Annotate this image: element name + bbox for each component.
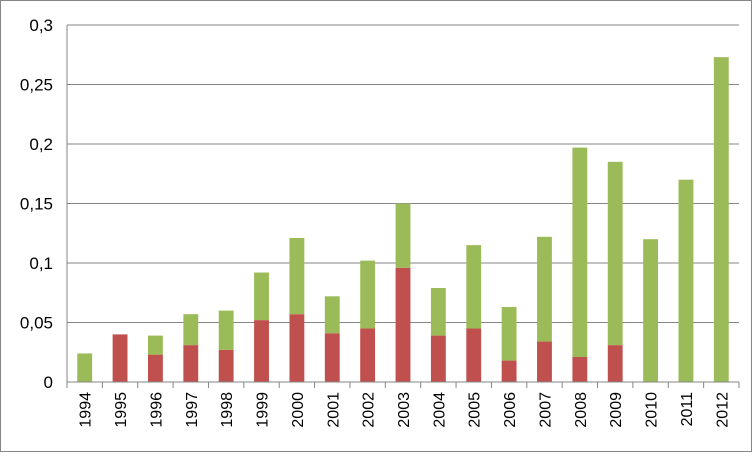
x-tick-label: 2000 bbox=[290, 392, 307, 428]
x-tick-label: 1995 bbox=[113, 392, 130, 428]
bar-segment-green bbox=[466, 245, 482, 329]
bar-segment-red bbox=[466, 328, 482, 382]
bar-segment-red bbox=[430, 335, 446, 382]
x-tick-labels: 1994 1995 1996 1997 1998 1999 2000 2001 2002 2003… bbox=[78, 392, 732, 428]
x-tick-label: 2009 bbox=[608, 392, 625, 428]
bar-segment-red bbox=[289, 314, 305, 382]
y-tick-label: 0,15 bbox=[20, 195, 53, 214]
bar-segment-green bbox=[537, 236, 552, 342]
x-tick-label: 1997 bbox=[184, 392, 201, 428]
y-tick-label: 0,05 bbox=[20, 314, 53, 333]
y-tick-label: 0,25 bbox=[20, 76, 53, 95]
bar-segment-red bbox=[183, 345, 199, 382]
bar-segment-green bbox=[324, 296, 340, 334]
y-tick-label: 0 bbox=[44, 373, 53, 392]
bar-segment-green bbox=[572, 147, 588, 358]
bar-segment-green bbox=[254, 272, 269, 321]
y-tick-label: 0,1 bbox=[29, 254, 53, 273]
x-tick-label: 2008 bbox=[573, 392, 590, 428]
bar-segment-red bbox=[537, 341, 552, 382]
bar-segment-green bbox=[501, 307, 517, 361]
bar-segment-green bbox=[360, 260, 376, 329]
axes bbox=[66, 25, 740, 388]
bar-segment-red bbox=[218, 349, 234, 382]
bar-segment-green bbox=[713, 57, 729, 382]
bar-segment-green bbox=[430, 287, 446, 336]
bars bbox=[77, 57, 729, 382]
x-tick-label: 1996 bbox=[148, 392, 165, 428]
y-tick-labels: 0 0,05 0,1 0,15 0,2 0,25 0,3 bbox=[20, 16, 53, 392]
x-tick-label: 2010 bbox=[644, 392, 661, 428]
bar-segment-red bbox=[501, 360, 517, 382]
y-tick-label: 0,3 bbox=[29, 16, 53, 35]
bar-segment-green bbox=[607, 161, 623, 346]
x-tick-label: 2007 bbox=[537, 392, 554, 428]
bar-segment-green bbox=[395, 203, 411, 268]
bar-segment-green bbox=[218, 310, 234, 350]
x-tick-label: 2001 bbox=[325, 392, 342, 428]
bar-segment-red bbox=[360, 328, 376, 382]
x-tick-label: 2011 bbox=[679, 392, 696, 427]
x-tick-label: 2005 bbox=[467, 392, 484, 428]
bar-segment-green bbox=[147, 335, 163, 355]
x-tick-label: 2004 bbox=[431, 392, 448, 428]
bar-segment-green bbox=[289, 238, 305, 315]
bar-segment-red bbox=[607, 345, 623, 382]
bar-segment-green bbox=[643, 239, 659, 382]
bar-segment-red bbox=[395, 267, 411, 382]
bar-segment-red bbox=[112, 334, 128, 382]
x-tick-label: 2002 bbox=[361, 392, 378, 428]
bar-segment-red bbox=[572, 357, 588, 382]
x-tick-label: 1999 bbox=[255, 392, 272, 428]
bar-segment-red bbox=[147, 354, 163, 382]
bar-segment-red bbox=[254, 320, 269, 382]
bar-segment-green bbox=[678, 179, 694, 382]
y-tick-label: 0,2 bbox=[29, 135, 53, 154]
x-tick-label: 1998 bbox=[219, 392, 236, 428]
bar-segment-green bbox=[77, 353, 93, 382]
bar-segment-red bbox=[324, 333, 340, 382]
x-tick-label: 1994 bbox=[78, 392, 95, 428]
x-tick-label: 2012 bbox=[714, 392, 731, 428]
x-tick-label: 2003 bbox=[396, 392, 413, 428]
x-tick-label: 2006 bbox=[502, 392, 519, 428]
bar-segment-green bbox=[183, 314, 199, 346]
